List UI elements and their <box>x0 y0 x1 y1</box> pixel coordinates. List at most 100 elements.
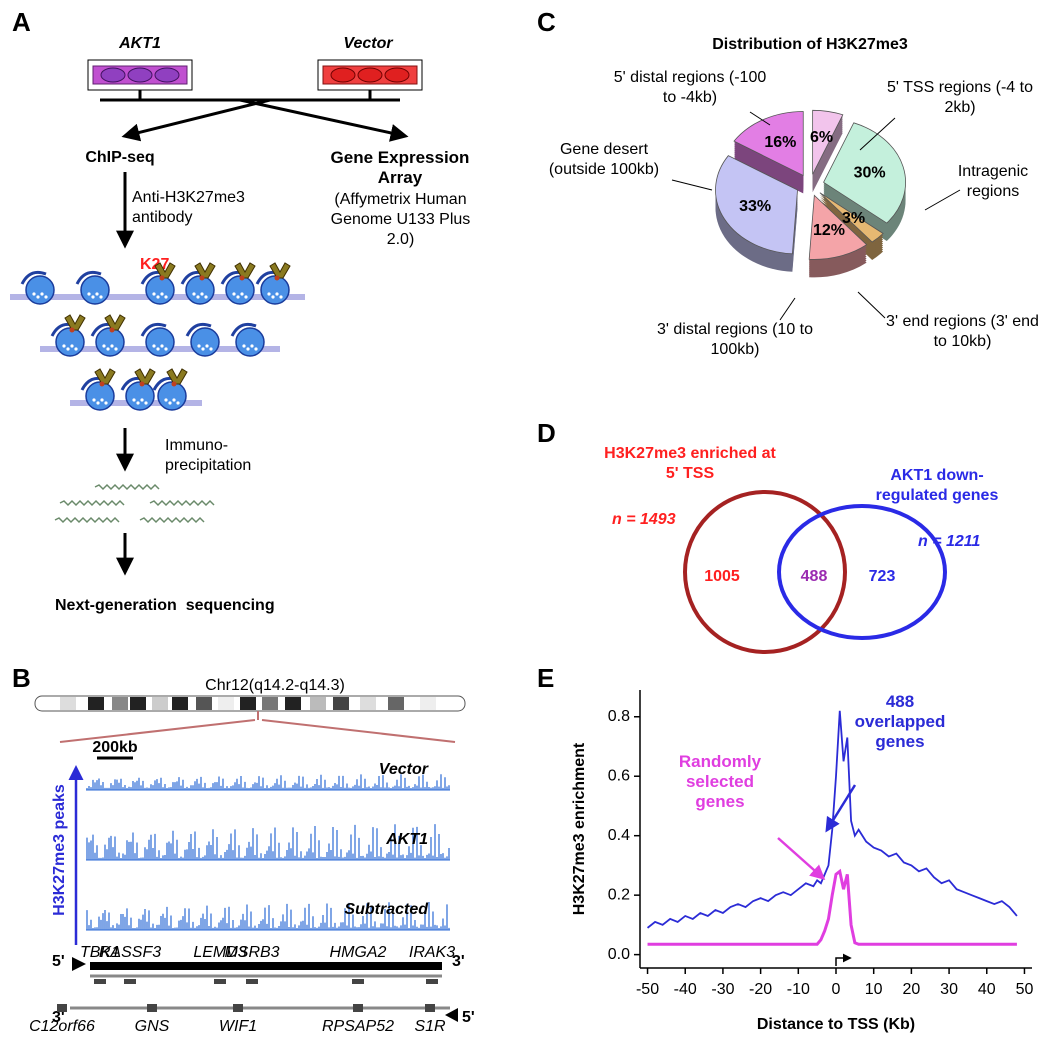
x-tick-label: 30 <box>940 981 958 998</box>
histone-tail <box>99 295 103 299</box>
gene-model <box>124 979 136 984</box>
y-tick-label: 0.6 <box>608 767 630 784</box>
gene-model <box>425 1004 435 1012</box>
slice-label: Intragenic regions <box>957 163 1029 200</box>
slice-value-label: 33% <box>739 198 771 215</box>
slice-value-label: 12% <box>813 222 845 239</box>
step-label: Gene Expression Array <box>330 148 470 187</box>
gene-model <box>214 979 226 984</box>
dna-fragment <box>139 516 205 524</box>
gene-model <box>94 979 106 984</box>
histone-tail <box>201 347 205 351</box>
venn-count: 723 <box>869 568 896 585</box>
histone-tail <box>91 295 95 299</box>
gene-label: RASSF3 <box>99 944 161 961</box>
histone-tail <box>152 292 156 296</box>
gene-model <box>147 1004 157 1012</box>
histone-tail <box>168 401 172 405</box>
strand-label: 3' <box>452 953 465 970</box>
antibody <box>154 262 176 279</box>
x-tick-label: -20 <box>749 981 772 998</box>
slice-value-label: 30% <box>854 164 886 181</box>
histone-tail <box>92 398 96 402</box>
nucleosomes <box>10 262 305 411</box>
histone-tail <box>106 347 110 351</box>
chromosome-band <box>310 697 326 710</box>
histone-tail <box>246 347 250 351</box>
track-label: AKT1 <box>385 831 428 848</box>
slice-label: 3' end regions (3' end to 10kb) <box>886 313 1039 350</box>
antibody <box>94 368 116 385</box>
tss-arrow <box>835 953 852 966</box>
chromosome-band <box>240 697 256 710</box>
venn-circle <box>777 504 947 640</box>
dna-fragments <box>54 483 215 524</box>
series-annotation: 488 overlapped genes <box>854 692 946 751</box>
antibody-tip <box>109 327 115 333</box>
chromosome-band <box>152 697 168 710</box>
histone-tail <box>36 295 40 299</box>
histone-tail <box>267 292 271 296</box>
chromosome-band <box>196 697 212 710</box>
step-detail: Immuno-precipitation <box>165 437 252 474</box>
step-detail: Anti-H3K27me3 antibody <box>132 189 245 226</box>
dna-loop <box>185 322 212 337</box>
leader-line <box>749 111 771 126</box>
pie-slice <box>733 111 804 177</box>
histone-tail <box>66 347 70 351</box>
dna-loop <box>140 322 167 337</box>
gene-model <box>57 1004 67 1012</box>
histone-tail <box>244 295 248 299</box>
histone-tail <box>114 347 118 351</box>
pie-slice <box>808 194 868 260</box>
line-chart: 0.0 0.2 0.4 0.6 0.8 -50 -40 -30 -20 -10 0 10 20 30 40 5… <box>571 690 1033 1033</box>
histone-tail <box>156 347 160 351</box>
antibody-tip <box>274 275 280 281</box>
histone-tail <box>209 347 213 351</box>
gene-label: MSRB3 <box>224 944 279 961</box>
x-tick-label: 40 <box>978 981 996 998</box>
histone-tail <box>156 295 160 299</box>
panel-label: D <box>537 418 556 448</box>
gene-track <box>70 957 458 1022</box>
nucleosome <box>235 327 265 357</box>
histone-tail <box>87 292 91 296</box>
nucleosome <box>145 275 175 305</box>
histone-tail <box>40 292 44 296</box>
histone-mark: K27 <box>140 256 169 273</box>
cell-label: Vector <box>343 35 393 52</box>
histone-tail <box>192 292 196 296</box>
series-annotation: Randomly selected genes <box>678 752 762 811</box>
x-axis-label: Distance to TSS (Kb) <box>757 1016 915 1033</box>
histone-tail <box>232 292 236 296</box>
x-tick-label: -10 <box>787 981 810 998</box>
set-label: H3K27me3 enriched at 5' TSS <box>604 445 776 482</box>
histone-tail <box>44 295 48 299</box>
histone-tail <box>160 344 164 348</box>
gene-label: C12orf66 <box>29 1018 95 1035</box>
nucleosome <box>125 381 155 411</box>
antibody <box>234 262 256 279</box>
gene-label: WIF1 <box>219 1018 257 1035</box>
x-tick-label: 10 <box>865 981 883 998</box>
histone-tail <box>32 292 36 296</box>
chromosome-band <box>420 697 436 710</box>
histone-tail <box>254 347 258 351</box>
histone-tail <box>275 292 279 296</box>
dna-loop <box>230 322 257 337</box>
histone-tail <box>160 292 164 296</box>
dna-fragment <box>54 516 120 524</box>
nucleosome <box>190 327 220 357</box>
gene-label: S1R <box>414 1018 446 1035</box>
step-label: ChIP-seq <box>85 149 154 166</box>
nucleosome <box>225 275 255 305</box>
histone-tail <box>164 398 168 402</box>
chromosome-band <box>130 697 146 710</box>
y-tick-label: 0.4 <box>608 827 630 844</box>
region-label: Chr12(q14.2-q14.3) <box>205 677 345 694</box>
annotation-arrow <box>777 837 826 880</box>
pie-slice <box>715 155 798 255</box>
chromosome-band <box>60 697 76 710</box>
step-label: Next-generation sequencing <box>55 597 275 614</box>
